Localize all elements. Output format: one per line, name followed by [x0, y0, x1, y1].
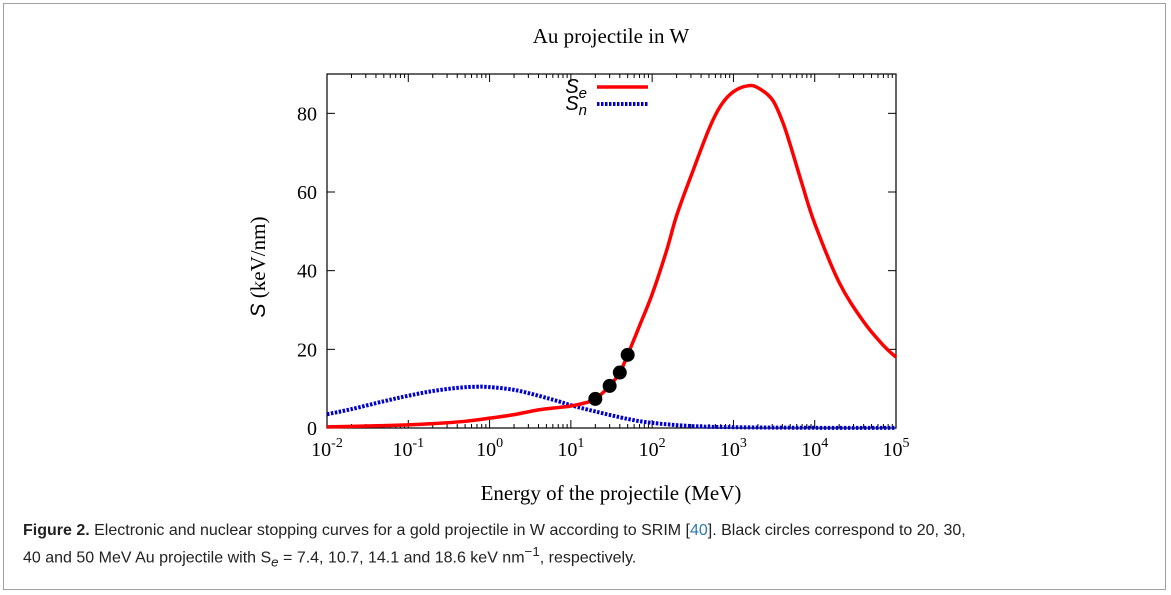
series-line-sn	[326, 384, 897, 430]
caption-text-5: , respectively.	[539, 549, 637, 567]
y-tick-label: 40	[297, 261, 317, 283]
caption-text-3: 40 and 50 MeV Au projectile with S	[23, 549, 272, 567]
svg-text:S (keV/nm): S (keV/nm)	[246, 217, 270, 318]
x-tick-label: 100	[476, 436, 503, 461]
caption-reference-link[interactable]: 40	[689, 522, 708, 539]
data-point-marker	[588, 391, 603, 406]
series-line-se	[326, 83, 898, 429]
data-point-marker	[602, 378, 617, 393]
figure-caption: Figure 2. Electronic and nuclear stoppin…	[23, 520, 1153, 573]
plot-border	[326, 73, 897, 429]
marker-layer	[588, 347, 635, 406]
caption-text-2: ]. Black circles correspond to 20, 30,	[707, 522, 966, 539]
x-tick-label: 102	[639, 436, 666, 461]
caption-text-4-sup: −1	[524, 544, 540, 559]
caption-text-4: = 7.4, 10.7, 14.1 and 18.6 keV nm	[278, 549, 525, 567]
y-axis-title-symbol: S	[247, 303, 270, 317]
plot-axes: 0 20 40 60 80 10-2 10-1 100 101 102 103 104 105	[297, 73, 910, 461]
y-axis-title: S (keV/nm)	[246, 217, 270, 318]
y-tick-label: 0	[307, 418, 317, 440]
x-axis-title: Energy of the projectile (MeV)	[481, 481, 742, 505]
x-tick-label: 10-1	[392, 436, 424, 461]
caption-text-3-sub: e	[271, 554, 279, 570]
data-point-marker	[612, 365, 627, 380]
caption-label: Figure 2.	[23, 522, 90, 539]
x-tick-label: 103	[720, 436, 747, 461]
y-tick-label: 80	[297, 103, 317, 125]
y-tick-label: 20	[297, 339, 317, 361]
caption-text-1: Electronic and nuclear stopping curves f…	[89, 522, 690, 539]
x-tick-label: 10-2	[311, 436, 343, 461]
series-layer	[326, 83, 898, 430]
y-tick-label: 60	[297, 182, 317, 204]
legend-label-se: Se	[565, 76, 587, 102]
x-tick-label: 101	[557, 436, 584, 461]
y-axis-title-unit: (keV/nm)	[246, 217, 270, 304]
x-tick-label: 104	[801, 436, 828, 461]
data-point-marker	[620, 347, 635, 362]
chart-title: Au projectile in W	[533, 24, 690, 48]
stopping-power-chart: Au projectile in W 0 20 40 60 80 10-2 10-1 100 1…	[246, 24, 910, 505]
x-tick-label: 105	[883, 436, 910, 461]
figure-frame	[3, 3, 1166, 590]
legend-label-sn: Sn	[565, 93, 587, 119]
